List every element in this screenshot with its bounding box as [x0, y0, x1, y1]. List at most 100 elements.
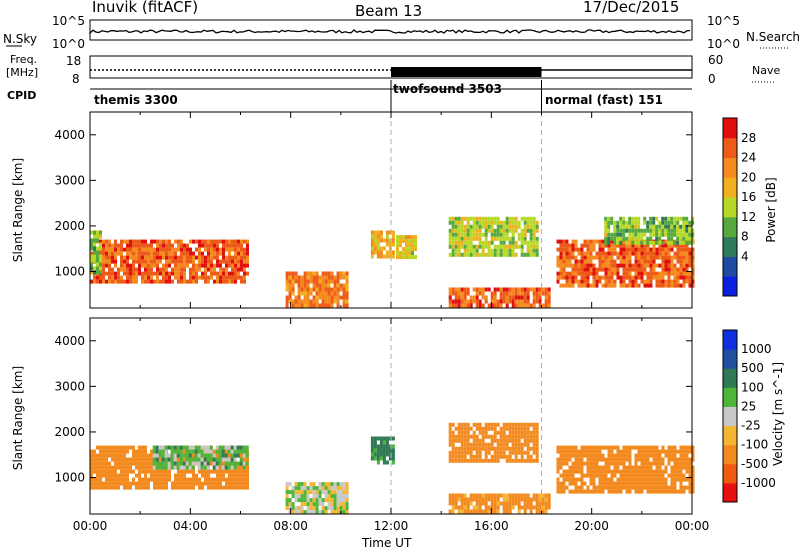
echo-cell: [243, 239, 246, 244]
echo-cell: [96, 485, 99, 490]
echo-cell: [472, 446, 476, 451]
echo-cell: [598, 243, 602, 248]
echo-cell: [610, 251, 614, 256]
echo-cell: [499, 501, 503, 506]
echo-cell: [622, 465, 626, 470]
echo-cell: [610, 255, 614, 260]
echo-cell: [129, 271, 132, 276]
echo-cell: [285, 506, 289, 511]
echo-cell: [565, 473, 569, 478]
echo-cell: [189, 469, 192, 474]
echo-cell: [285, 498, 289, 503]
echo-cell: [237, 481, 240, 486]
echo-cell: [586, 243, 590, 248]
echo-cell: [168, 477, 171, 482]
echo-cell: [475, 303, 479, 308]
echo-cell: [502, 509, 506, 514]
echo-cell: [117, 461, 120, 466]
echo-cell: [496, 244, 500, 249]
echo-cell: [123, 481, 126, 486]
echo-cell: [228, 243, 231, 248]
echo-cell: [589, 449, 593, 454]
echo-cell: [646, 259, 650, 264]
echo-cell: [144, 473, 147, 478]
echo-cell: [619, 489, 623, 494]
echo-cell: [643, 445, 647, 450]
echo-cell: [460, 295, 464, 300]
echo-cell: [309, 506, 313, 511]
echo-cell: [475, 295, 479, 300]
echo-cell: [568, 453, 572, 458]
echo-cell: [156, 469, 159, 474]
echo-cell: [655, 489, 659, 494]
echo-cell: [622, 236, 626, 241]
echo-cell: [176, 445, 180, 450]
echo-cell: [246, 485, 249, 490]
echo-cell: [496, 505, 500, 510]
echo-cell: [652, 481, 656, 486]
echo-cell: [649, 473, 653, 478]
echo-cell: [577, 267, 581, 272]
freq-strip-frame: [89, 55, 693, 79]
echo-cell: [385, 448, 389, 453]
echo-cell: [388, 456, 392, 461]
echo-cell: [300, 510, 304, 515]
echo-cell: [454, 438, 458, 443]
echo-cell: [685, 251, 689, 256]
echo-cell: [526, 224, 530, 229]
echo-cell: [496, 303, 500, 308]
echo-cell: [460, 426, 464, 431]
echo-cell: [496, 232, 500, 237]
echo-cell: [637, 465, 641, 470]
echo-cell: [102, 239, 105, 244]
echo-cell: [93, 250, 96, 255]
echo-cell: [460, 216, 464, 221]
echo-cell: [532, 303, 536, 308]
echo-cell: [236, 461, 240, 466]
echo-cell: [655, 232, 659, 237]
echo-cell: [625, 243, 629, 248]
echo-cell: [246, 255, 249, 260]
echo-cell: [643, 243, 647, 248]
echo-cell: [475, 493, 479, 498]
echo-cell: [90, 279, 93, 284]
echo-cell: [460, 430, 464, 435]
echo-cell: [234, 263, 237, 268]
echo-cell: [658, 243, 662, 248]
echo-cell: [634, 243, 638, 248]
echo-cell: [616, 243, 620, 248]
echo-cell: [523, 422, 527, 427]
echo-cell: [664, 243, 668, 248]
echo-cell: [472, 295, 476, 300]
echo-cell: [165, 481, 168, 486]
echo-cell: [676, 477, 680, 482]
echo-cell: [448, 509, 452, 514]
echo-cell: [514, 493, 518, 498]
echo-cell: [192, 255, 195, 260]
echo-cell: [469, 303, 473, 308]
echo-cell: [655, 473, 659, 478]
echo-cell: [634, 473, 638, 478]
echo-cell: [607, 481, 611, 486]
echo-cell: [198, 259, 201, 264]
echo-cell: [655, 485, 659, 490]
echo-cell: [288, 510, 292, 515]
echo-cell: [529, 446, 533, 451]
echo-cell: [472, 505, 476, 510]
echo-cell: [556, 477, 560, 482]
echo-cell: [96, 262, 99, 267]
echo-cell: [111, 453, 114, 458]
echo-cell: [90, 473, 93, 478]
echo-cell: [111, 469, 114, 474]
echo-cell: [667, 259, 671, 264]
echo-cell: [451, 501, 455, 506]
echo-cell: [517, 430, 521, 435]
echo-cell: [159, 259, 162, 264]
echo-cell: [105, 481, 108, 486]
echo-cell: [655, 461, 659, 466]
echo-cell: [637, 481, 641, 486]
echo-cell: [158, 453, 162, 458]
echo-cell: [559, 461, 563, 466]
echo-cell: [634, 283, 638, 288]
echo-cell: [195, 267, 198, 272]
